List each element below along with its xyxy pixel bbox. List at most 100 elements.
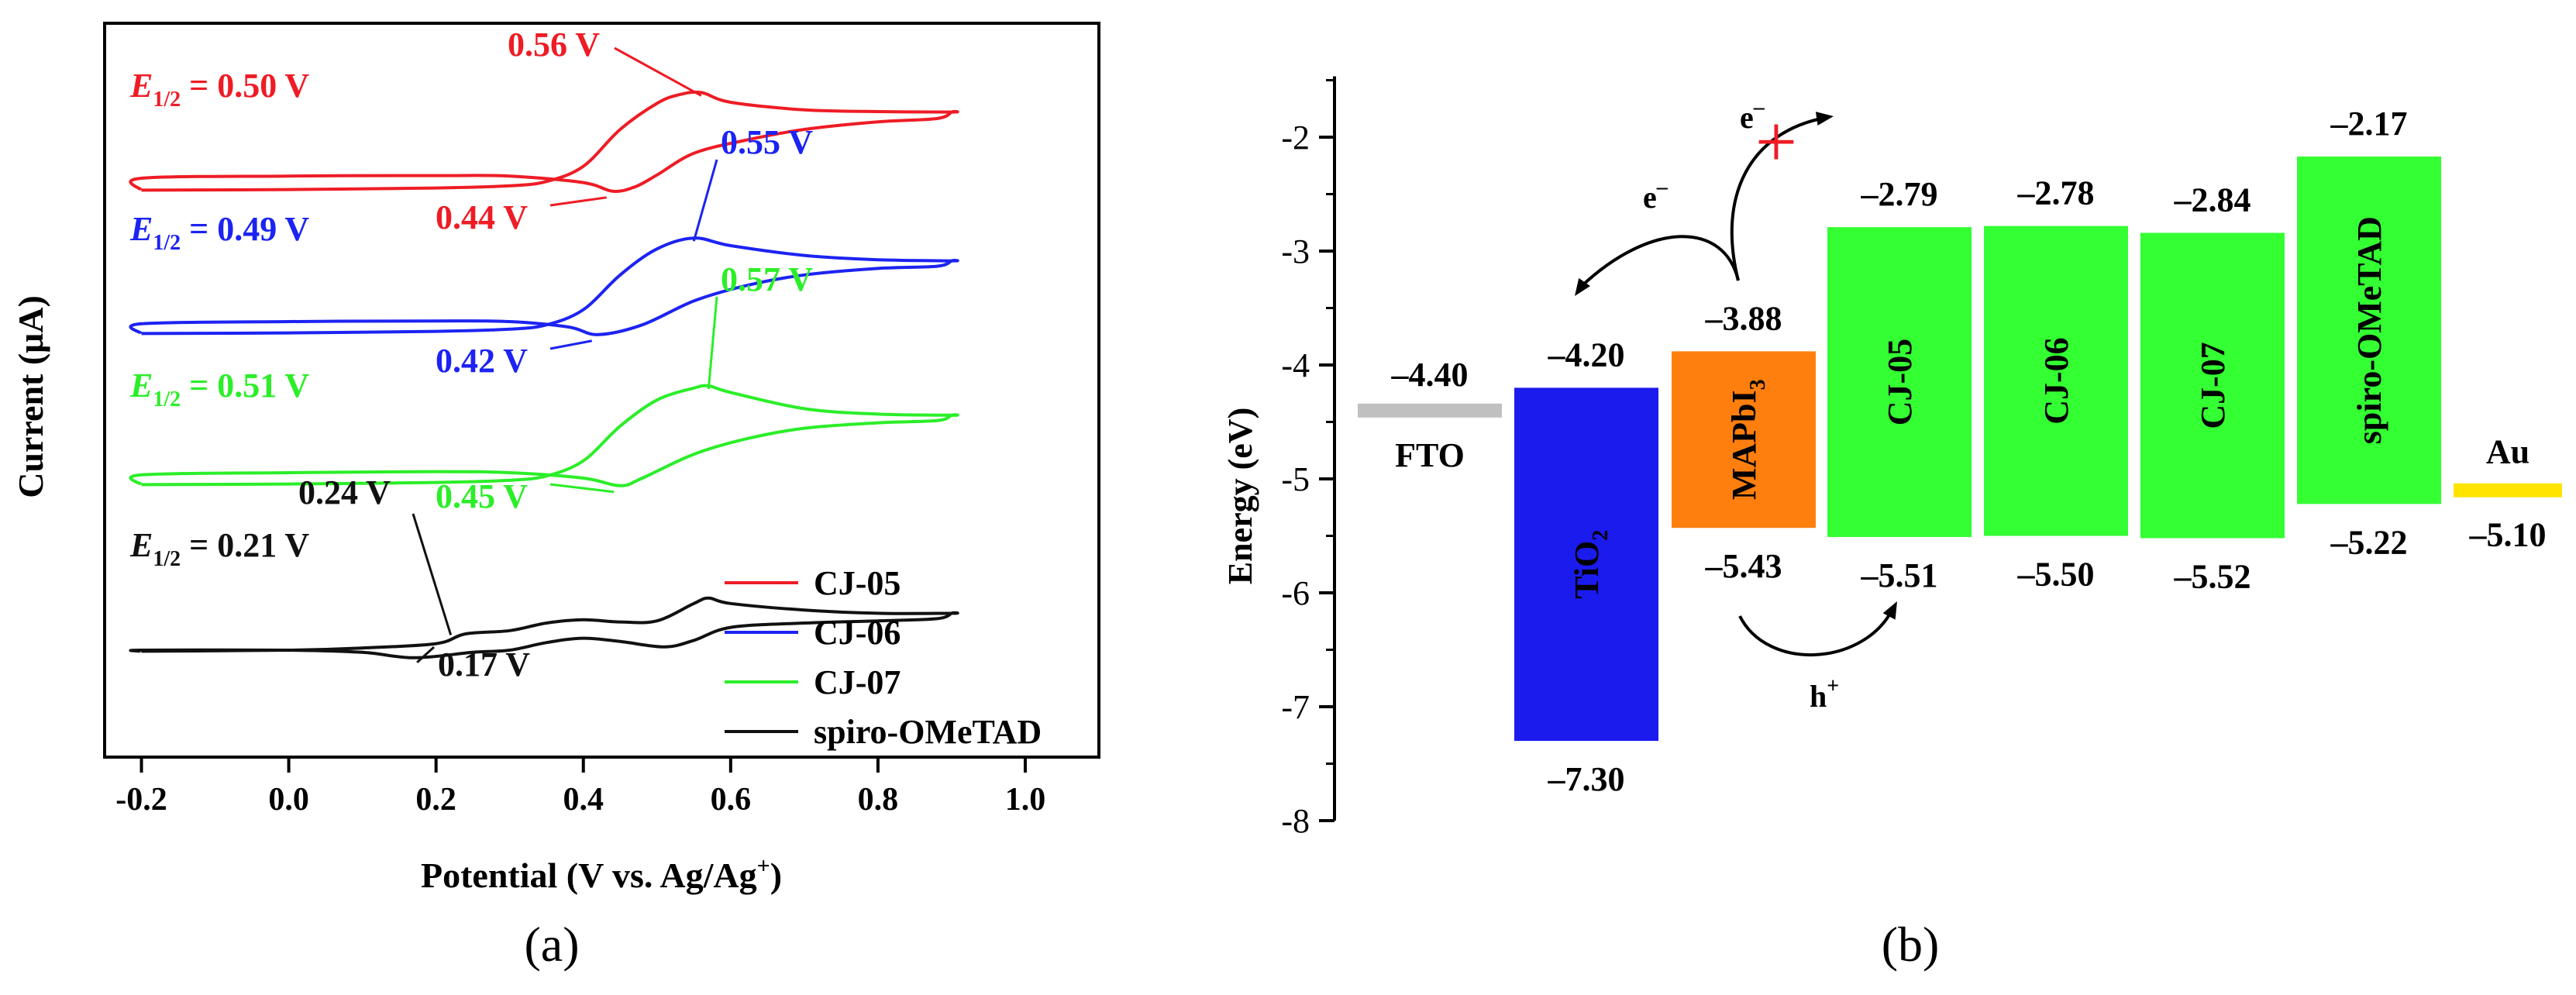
e-half-subscript: 1/2 bbox=[153, 547, 181, 571]
hole-transfer-arrowhead bbox=[1882, 601, 1897, 620]
level-bottom-value-label: –5.43 bbox=[1705, 547, 1782, 585]
level-top-value-label: –2.17 bbox=[2330, 105, 2408, 143]
hole-transfer-arrow bbox=[1738, 611, 1892, 657]
panel-b-energy-diagram: -2 -3 -4 -5 -6 -7 -8 Energy (eV) –4.40 FTO –4.20 –7… bbox=[1221, 76, 2562, 972]
electron-label: e– bbox=[1643, 175, 1669, 215]
level-bottom-value-label: –5.51 bbox=[1861, 556, 1938, 594]
x-tick-label: 0.6 bbox=[711, 782, 752, 818]
plot-frame bbox=[103, 22, 1100, 759]
e-half-symbol: E bbox=[129, 67, 153, 105]
level-bottom-value-label: –7.30 bbox=[1548, 760, 1625, 798]
legend-entry-label: spiro-OMeTAD bbox=[814, 713, 1042, 751]
cv-curve-cj-05 bbox=[129, 90, 959, 193]
anodic-leader-line bbox=[614, 46, 702, 97]
blocked-electron-arrow bbox=[1730, 116, 1826, 281]
y-axis-label: Current (μA) bbox=[11, 295, 50, 498]
x-axis-label-text: Potential (V vs. Ag/Ag bbox=[421, 856, 757, 895]
anodic-peak-label: 0.56 V bbox=[508, 26, 600, 64]
y-tick-label: -5 bbox=[1281, 460, 1310, 498]
e-half-subscript: 1/2 bbox=[153, 387, 181, 411]
x-tick-label: -0.2 bbox=[115, 782, 167, 818]
energy-bar-tio2 bbox=[1514, 387, 1658, 742]
electron-symbol: e bbox=[1643, 180, 1657, 215]
cv-curve-spiro-ometad bbox=[129, 596, 959, 659]
anodic-leader-line bbox=[692, 159, 718, 242]
hole-label: h+ bbox=[1810, 674, 1839, 714]
anodic-leader-line bbox=[707, 296, 718, 390]
x-tick-label: 0.2 bbox=[415, 782, 456, 818]
e-half-label: E1/2 = 0.49 V bbox=[129, 210, 309, 255]
level-name-text: MAPbI bbox=[1725, 390, 1763, 500]
level-top-value-label: –2.84 bbox=[2174, 181, 2251, 219]
level-name-label: Au bbox=[2486, 433, 2530, 471]
cathodic-leader-line bbox=[549, 483, 615, 494]
e-half-value: = 0.50 V bbox=[181, 67, 309, 105]
energy-bar-spiro-ometad bbox=[2297, 156, 2441, 504]
e-half-value: = 0.51 V bbox=[181, 367, 309, 405]
e-half-label: E1/2 = 0.50 V bbox=[129, 67, 309, 112]
blocked-transfer-mark: + bbox=[1755, 100, 1797, 183]
panel-b-label: (b) bbox=[1882, 917, 1940, 972]
electron-symbol: e bbox=[1740, 100, 1754, 135]
hole-charge: + bbox=[1827, 674, 1839, 698]
level-name-text: CJ-05 bbox=[1881, 339, 1919, 425]
level-name-text: TiO bbox=[1568, 541, 1606, 599]
electron-transfer-arrow bbox=[1579, 235, 1740, 288]
x-tick-label: 0.0 bbox=[268, 782, 309, 818]
cathodic-peak-label: 0.44 V bbox=[436, 198, 528, 236]
level-name-label: CJ-06 bbox=[2037, 337, 2075, 424]
y-tick-label: -2 bbox=[1281, 119, 1310, 157]
anodic-leader-line bbox=[412, 513, 453, 635]
energy-bar-cj-06 bbox=[1984, 226, 2128, 536]
x-axis-label-close: ) bbox=[770, 856, 782, 895]
panel-a-cyclic-voltammetry: -0.2 0.0 0.2 0.4 0.6 0.8 1.0 Potential (V vs. A… bbox=[11, 22, 1100, 972]
cathodic-peak-label: 0.45 V bbox=[436, 477, 528, 515]
legend-entry-label: CJ-06 bbox=[814, 614, 901, 652]
x-tick-label: 0.8 bbox=[858, 782, 899, 818]
x-axis-label: Potential (V vs. Ag/Ag+) bbox=[421, 853, 782, 895]
level-top-value-label: –3.88 bbox=[1705, 299, 1782, 337]
level-name-text: spiro-OMeTAD bbox=[2350, 216, 2388, 444]
y-tick-label: -8 bbox=[1281, 802, 1310, 840]
e-half-subscript: 1/2 bbox=[153, 88, 181, 112]
energy-line-fto bbox=[1358, 403, 1502, 418]
e-half-subscript: 1/2 bbox=[153, 231, 181, 255]
e-half-symbol: E bbox=[129, 210, 153, 248]
anodic-peak-label: 0.57 V bbox=[721, 260, 813, 298]
level-name-text: CJ-06 bbox=[2037, 337, 2075, 424]
level-name-label: TiO2 bbox=[1568, 530, 1613, 599]
legend-entry-label: CJ-07 bbox=[814, 663, 901, 701]
energy-bar-cj-07 bbox=[2140, 232, 2285, 539]
e-half-symbol: E bbox=[129, 526, 153, 564]
level-value-label: –4.40 bbox=[1391, 356, 1469, 394]
e-half-label: E1/2 = 0.51 V bbox=[129, 367, 309, 411]
y-axis-label: Energy (eV) bbox=[1221, 408, 1259, 585]
y-tick-label: -3 bbox=[1281, 232, 1310, 270]
anodic-peak-label: 0.55 V bbox=[721, 123, 813, 161]
level-name-subscript: 2 bbox=[1589, 530, 1613, 541]
electron-label: e– bbox=[1740, 95, 1765, 135]
cathodic-leader-line bbox=[549, 196, 607, 207]
cathodic-peak-label: 0.42 V bbox=[436, 342, 528, 380]
electron-transfer-arrowhead bbox=[1575, 277, 1590, 296]
e-half-symbol: E bbox=[129, 367, 153, 405]
level-value-label: –5.10 bbox=[2469, 516, 2547, 554]
level-name-label: CJ-05 bbox=[1881, 339, 1919, 425]
cv-curve-cj-07 bbox=[129, 384, 959, 487]
level-name-label: FTO bbox=[1395, 436, 1465, 474]
level-name-subscript: 3 bbox=[1746, 379, 1770, 390]
electron-charge: – bbox=[1656, 175, 1669, 199]
legend-entry-label: CJ-05 bbox=[814, 564, 901, 602]
cathodic-leader-line bbox=[416, 646, 436, 663]
level-name-text: CJ-07 bbox=[2194, 342, 2232, 429]
level-bottom-value-label: –5.50 bbox=[2017, 556, 2095, 594]
cv-curve-cj-06 bbox=[129, 236, 959, 336]
x-tick-label: 0.4 bbox=[563, 782, 604, 818]
hole-symbol: h bbox=[1810, 679, 1827, 714]
y-tick-label: -4 bbox=[1281, 346, 1310, 384]
level-name-label: MAPbI3 bbox=[1725, 379, 1770, 500]
cathodic-leader-line bbox=[549, 339, 593, 350]
level-bottom-value-label: –5.52 bbox=[2174, 557, 2251, 595]
anodic-peak-label: 0.24 V bbox=[298, 473, 391, 511]
